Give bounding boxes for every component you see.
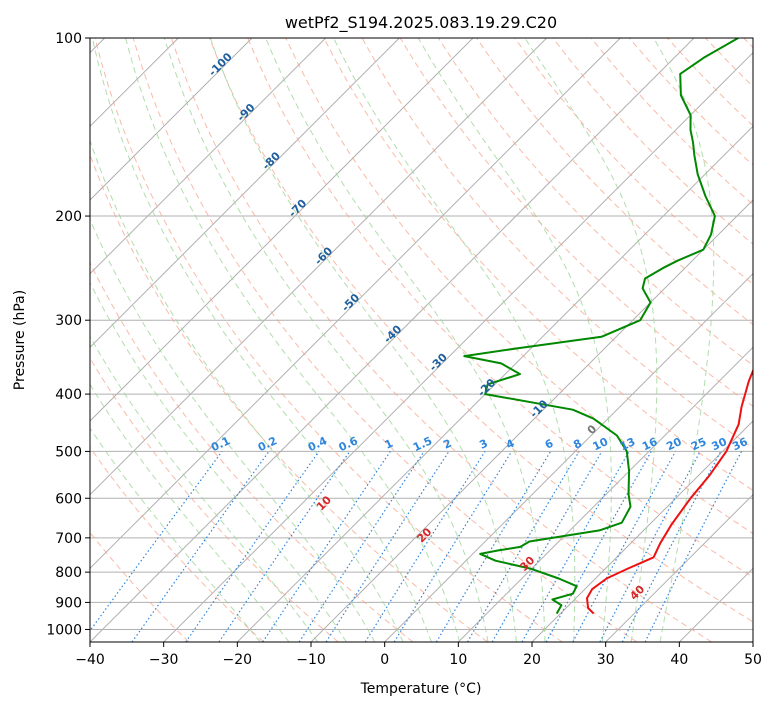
mixing-ratio-line [393, 451, 513, 642]
mixing-ratio-label: 10 [591, 435, 611, 453]
dry-adiabat-line [170, 38, 712, 642]
mixing-ratio-line [218, 451, 351, 642]
mixing-ratio-line [131, 451, 270, 642]
dry-adiabat-line [209, 38, 753, 623]
mixing-ratio-line [185, 451, 320, 642]
dewpoint-line [463, 38, 739, 615]
moist-adiabat-line [417, 38, 612, 642]
x-tick-label: −40 [75, 652, 105, 668]
isotherm-line [90, 38, 400, 349]
dry-adiabat-line [323, 38, 753, 492]
x-tick-label: 30 [597, 652, 615, 668]
plot-area: -100-90-80-70-60-50-40-30-20-10010203040… [90, 38, 753, 642]
dry-adiabat-line [476, 38, 753, 326]
y-tick-label: 400 [55, 387, 82, 403]
isotherm-line [90, 38, 474, 422]
y-axis-label: Pressure (hPa) [12, 290, 28, 390]
mixing-ratio-line [262, 451, 391, 642]
x-tick-label: 40 [670, 652, 688, 668]
moist-adiabat-line [163, 38, 489, 642]
moist-adiabat-line [90, 139, 404, 642]
dry-adiabat-line [90, 261, 414, 642]
x-tick-label: −20 [223, 652, 253, 668]
mixing-ratio-label: 25 [689, 435, 708, 453]
mixing-ratio-line [572, 451, 677, 642]
chart-title: wetPf2_S194.2025.083.19.29.C20 [285, 13, 557, 33]
x-axis-label: Temperature (°C) [360, 681, 482, 697]
dry-adiabat-line [247, 38, 753, 578]
pressure-grid [90, 38, 753, 630]
mixing-ratio-lines [90, 451, 743, 642]
mixing-ratio-line [298, 451, 425, 642]
mixing-ratio-label: 13 [618, 435, 637, 453]
isotherm-line [457, 346, 753, 642]
dry-adiabat-line [94, 38, 563, 642]
moist-adiabat-line [91, 38, 432, 642]
isotherm-line [236, 125, 753, 642]
y-tick-label: 100 [55, 31, 82, 47]
isotherm-lines [90, 38, 753, 642]
mixing-ratio-line [621, 451, 722, 642]
moist-adiabat-line [333, 38, 576, 642]
dry-adiabat-line [285, 38, 753, 535]
moist-adiabat-line [265, 38, 546, 642]
moist-adiabat-line [90, 383, 290, 642]
isotherm-line [531, 420, 753, 642]
mixing-ratio-line [325, 451, 450, 642]
mixing-ratio-label: 16 [640, 435, 660, 453]
moist-adiabat-line [524, 38, 658, 642]
y-tick-label: 500 [55, 444, 82, 460]
dry-adiabat-lines [90, 38, 753, 642]
mixing-ratio-label: 30 [710, 435, 730, 453]
mixing-ratio-label: 36 [730, 435, 750, 453]
dry-adiabat-line [514, 38, 753, 285]
y-tick-label: 1000 [46, 622, 82, 638]
moist-adiabat-line [90, 335, 319, 642]
moist-adiabat-line [90, 218, 376, 642]
sounding-profiles [463, 38, 753, 615]
isotherm-line [90, 38, 327, 275]
moist-adiabat-lines [90, 38, 715, 642]
moist-adiabat-line [90, 427, 261, 642]
y-tick-label: 200 [55, 209, 82, 225]
moist-adiabat-line [653, 38, 715, 642]
x-tick-label: −10 [296, 652, 326, 668]
isotherm-line [90, 38, 253, 201]
isotherm-line [163, 51, 753, 642]
mixing-ratio-line [644, 451, 743, 642]
y-tick-label: 300 [55, 313, 82, 329]
x-tick-label: 20 [523, 652, 541, 668]
isotherm-line [90, 38, 621, 570]
dry-adiabat-line [90, 357, 339, 642]
dry-adiabat-line [90, 446, 264, 642]
isotherm-line [90, 38, 548, 496]
x-tick-label: 10 [449, 652, 467, 668]
moist-adiabat-line [125, 38, 461, 642]
isotherm-line [384, 272, 753, 642]
isotherm-line [605, 493, 753, 642]
isotherm-line [90, 38, 695, 642]
moist-adiabat-line [90, 281, 347, 642]
x-tick-label: 0 [380, 652, 389, 668]
mixing-ratio-line [545, 451, 652, 642]
mixing-ratio-line [521, 451, 630, 642]
plot-frame [89, 37, 754, 643]
y-tick-label: 800 [55, 565, 82, 581]
y-tick-label: 700 [55, 531, 82, 547]
y-tick-label: 900 [55, 595, 82, 611]
mixing-ratio-line [90, 451, 223, 632]
mixing-ratio-label: 20 [664, 435, 684, 453]
moist-adiabat-line [209, 38, 517, 642]
x-tick-label: −30 [149, 652, 179, 668]
temperature-line [586, 368, 753, 615]
y-tick-label: 600 [55, 491, 82, 507]
x-tick-label: 50 [744, 652, 762, 668]
